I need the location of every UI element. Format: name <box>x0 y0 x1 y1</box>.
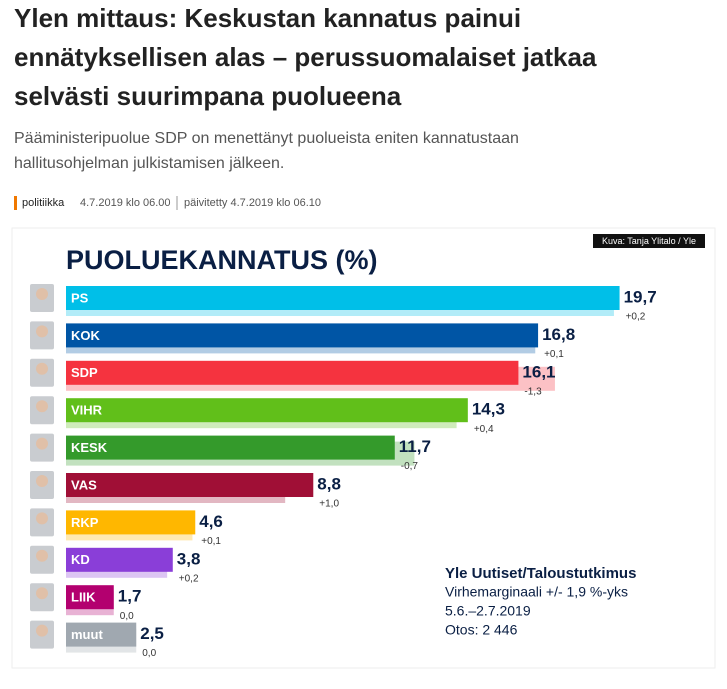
change-label: +0,1 <box>201 536 221 547</box>
category-label: VIHR <box>71 403 103 418</box>
value-label: 14,3 <box>472 400 505 419</box>
headline: Ylen mittaus: Keskustan kannatus painui <box>14 3 521 33</box>
category-label: SDP <box>71 365 98 380</box>
portrait-face <box>36 400 48 413</box>
change-label: 0,0 <box>142 648 156 659</box>
bar <box>66 510 196 535</box>
portrait-face <box>36 325 48 338</box>
value-label: 8,8 <box>317 474 341 493</box>
portrait-face <box>36 512 48 525</box>
lead: hallitusohjelman julkistamisen jälkeen. <box>14 155 284 172</box>
section-marker <box>14 196 17 210</box>
change-label: -1,3 <box>524 386 542 397</box>
headline: ennätyksellisen alas – perussuomalaiset … <box>14 42 597 72</box>
bar <box>66 435 395 460</box>
portrait-face <box>36 437 48 450</box>
value-label: 16,1 <box>522 362 555 381</box>
bar <box>66 398 468 423</box>
portrait-face <box>36 549 48 562</box>
category-label: muut <box>71 627 103 642</box>
category-label: LIIK <box>71 590 96 605</box>
bar <box>66 286 620 310</box>
bar <box>66 622 137 647</box>
value-label: 4,6 <box>199 512 223 531</box>
value-label: 16,8 <box>542 325 575 344</box>
category-label: KD <box>71 552 90 567</box>
value-label: 19,7 <box>624 287 657 306</box>
value-label: 3,8 <box>177 549 201 568</box>
lead: Pääministeripuolue SDP on menettänyt puo… <box>14 130 519 147</box>
bar <box>66 473 314 497</box>
category-label: VAS <box>71 477 97 492</box>
updated: päivitetty 4.7.2019 klo 06.10 <box>184 197 321 209</box>
headline: selvästi suurimpana puolueena <box>14 81 402 111</box>
section[interactable]: politiikka <box>22 197 65 209</box>
portrait-face <box>36 362 48 375</box>
published: 4.7.2019 klo 06.00 <box>80 197 171 209</box>
value-label: 1,7 <box>118 587 142 606</box>
source-note: Otos: 2 446 <box>445 622 518 638</box>
portrait-face <box>36 587 48 600</box>
change-label: +0,2 <box>626 312 646 323</box>
bar <box>66 547 173 572</box>
category-label: PS <box>71 290 89 305</box>
photo-credit: Kuva: Tanja Ylitalo / Yle <box>602 236 696 246</box>
value-label: 2,5 <box>140 624 164 643</box>
category-label: KESK <box>71 440 108 455</box>
change-label: +0,4 <box>474 424 494 435</box>
change-label: +0,2 <box>179 573 199 584</box>
category-label: KOK <box>71 328 101 343</box>
source-note: 5.6.–2.7.2019 <box>445 603 531 619</box>
portrait-face <box>36 624 48 637</box>
change-label: +0,1 <box>544 349 564 360</box>
change-label: 0,0 <box>120 611 134 622</box>
change-label: +1,0 <box>319 499 339 510</box>
portrait-face <box>36 288 48 300</box>
bar <box>66 360 519 385</box>
bar <box>66 585 114 610</box>
portrait-face <box>36 475 48 487</box>
source-note: Virhemarginaali +/- 1,9 %-yks <box>445 584 628 600</box>
bar <box>66 323 539 348</box>
value-label: 11,7 <box>399 437 431 456</box>
change-label: -0,7 <box>401 461 419 472</box>
source: Yle Uutiset/Taloustutkimus <box>445 565 636 582</box>
credit-bg <box>593 234 705 248</box>
category-label: RKP <box>71 515 99 530</box>
chart-title: PUOLUEKANNATUS (%) <box>66 245 378 275</box>
